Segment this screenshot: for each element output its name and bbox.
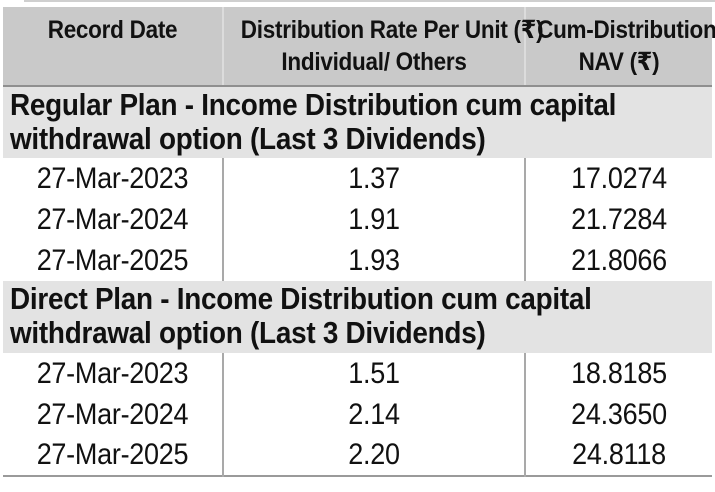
record-date-value: 27-Mar-2023	[36, 356, 189, 390]
section-header-direct-plan: Direct Plan - Income Distribution cum ca…	[3, 281, 712, 353]
header-distribution-rate-line2: Individual/ Others	[281, 48, 467, 76]
rate-value: 2.14	[348, 397, 400, 431]
section-direct-title-line2: withdrawal option (Last 3 Dividends)	[10, 315, 486, 350]
top-divider-line	[24, 0, 715, 2]
nav-value: 21.8066	[571, 243, 667, 277]
record-date-value: 27-Mar-2025	[36, 438, 189, 471]
nav-value: 24.8118	[572, 438, 666, 471]
rate-value: 2.20	[348, 438, 400, 471]
table-row: 27-Mar-2023 1.37 17.0274	[3, 158, 712, 199]
section-header-regular-plan-cell: Regular Plan - Income Distribution cum c…	[3, 86, 712, 158]
header-cum-nav-line2: NAV (₹)	[578, 48, 660, 76]
table-row: 27-Mar-2023 1.51 18.8185	[3, 353, 712, 394]
section-header-direct-plan-cell: Direct Plan - Income Distribution cum ca…	[3, 281, 712, 353]
table-row: 27-Mar-2025 2.20 24.8118	[3, 435, 712, 476]
table-header-row: Record Date Distribution Rate Per Unit (…	[3, 7, 715, 87]
record-date-value: 27-Mar-2024	[36, 397, 189, 431]
rate-value: 1.93	[348, 243, 400, 277]
record-date-cell: 27-Mar-2024	[3, 394, 224, 435]
record-date-cell: 27-Mar-2025	[3, 435, 224, 476]
record-date-cell: 27-Mar-2025	[3, 240, 224, 281]
record-date-value: 27-Mar-2025	[36, 243, 189, 277]
rate-cell: 2.20	[223, 435, 526, 476]
nav-cell: 18.8185	[525, 353, 712, 394]
section-direct-title-line1: Direct Plan - Income Distribution cum ca…	[10, 281, 592, 316]
nav-cell: 24.3650	[525, 394, 712, 435]
rate-cell: 1.37	[223, 158, 526, 199]
nav-cell: 21.8066	[525, 240, 712, 281]
header-cum-distribution-nav: Cum-Distribution NAV (₹)	[525, 7, 715, 87]
rate-cell: 1.93	[223, 240, 526, 281]
table-row: 27-Mar-2025 1.93 21.8066	[3, 240, 712, 281]
nav-value: 24.3650	[571, 397, 667, 431]
record-date-cell: 27-Mar-2023	[3, 158, 224, 199]
rate-value: 1.91	[348, 202, 400, 236]
header-record-date: Record Date	[3, 7, 224, 87]
section-regular-title-line2: withdrawal option (Last 3 Dividends)	[10, 121, 486, 156]
rate-value: 1.51	[348, 356, 400, 390]
header-distribution-rate-line1: Distribution Rate Per Unit (₹)	[240, 16, 544, 44]
nav-value: 18.8185	[571, 356, 667, 390]
record-date-cell: 27-Mar-2023	[3, 353, 224, 394]
section-header-regular-plan: Regular Plan - Income Distribution cum c…	[3, 86, 712, 158]
rate-cell: 2.14	[223, 394, 526, 435]
nav-cell: 17.0274	[525, 158, 712, 199]
nav-cell: 24.8118	[525, 435, 712, 476]
section-regular-title-line1: Regular Plan - Income Distribution cum c…	[10, 87, 617, 122]
dividend-history-table: Record Date Distribution Rate Per Unit (…	[3, 7, 715, 477]
table-row: 27-Mar-2024 2.14 24.3650	[3, 394, 712, 435]
rate-value: 1.37	[348, 161, 400, 195]
nav-cell: 21.7284	[525, 199, 712, 240]
header-cum-nav-line1: Cum-Distribution	[537, 16, 715, 44]
rate-cell: 1.51	[223, 353, 526, 394]
nav-value: 17.0274	[571, 161, 667, 195]
header-record-date-label: Record Date	[47, 16, 178, 44]
rate-cell: 1.91	[223, 199, 526, 240]
table-row: 27-Mar-2024 1.91 21.7284	[3, 199, 712, 240]
record-date-value: 27-Mar-2023	[36, 161, 189, 195]
header-distribution-rate: Distribution Rate Per Unit (₹) Individua…	[223, 7, 544, 87]
nav-value: 21.7284	[571, 202, 667, 236]
record-date-cell: 27-Mar-2024	[3, 199, 224, 240]
record-date-value: 27-Mar-2024	[36, 202, 189, 236]
